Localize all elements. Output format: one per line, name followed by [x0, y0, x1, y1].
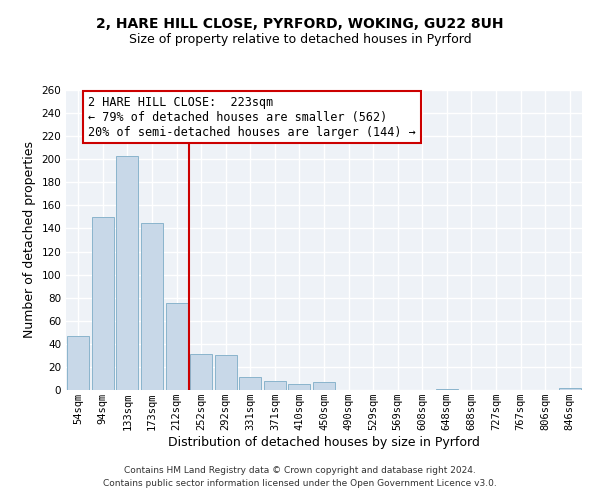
Bar	[67, 336, 89, 390]
Bar	[313, 382, 335, 390]
Text: Contains HM Land Registry data © Crown copyright and database right 2024.
Contai: Contains HM Land Registry data © Crown c…	[103, 466, 497, 487]
Bar	[289, 384, 310, 390]
Bar	[116, 156, 139, 390]
Text: 2 HARE HILL CLOSE:  223sqm
← 79% of detached houses are smaller (562)
20% of sem: 2 HARE HILL CLOSE: 223sqm ← 79% of detac…	[88, 96, 416, 139]
Bar	[141, 222, 163, 390]
Bar	[215, 356, 237, 390]
Bar	[239, 378, 262, 390]
Bar	[264, 381, 286, 390]
X-axis label: Distribution of detached houses by size in Pyrford: Distribution of detached houses by size …	[168, 436, 480, 449]
Text: 2, HARE HILL CLOSE, PYRFORD, WOKING, GU22 8UH: 2, HARE HILL CLOSE, PYRFORD, WOKING, GU2…	[96, 18, 504, 32]
Bar	[559, 388, 581, 390]
Bar	[92, 217, 114, 390]
Text: Size of property relative to detached houses in Pyrford: Size of property relative to detached ho…	[128, 32, 472, 46]
Y-axis label: Number of detached properties: Number of detached properties	[23, 142, 36, 338]
Bar	[436, 389, 458, 390]
Bar	[166, 304, 188, 390]
Bar	[190, 354, 212, 390]
